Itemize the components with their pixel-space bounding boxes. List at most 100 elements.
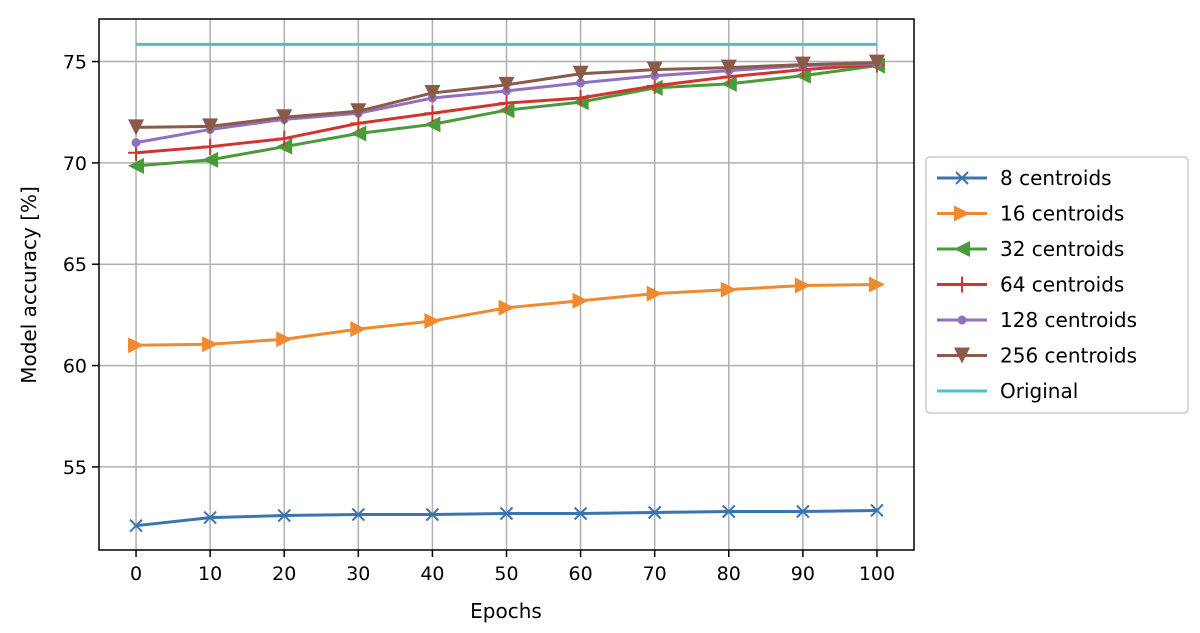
triangle-down-marker bbox=[646, 61, 663, 78]
data-point bbox=[202, 336, 219, 353]
x-tick-label: 100 bbox=[859, 563, 895, 585]
data-point bbox=[868, 276, 885, 293]
series-8-centroids bbox=[129, 503, 884, 533]
data-point bbox=[796, 504, 810, 519]
data-point bbox=[202, 151, 219, 168]
triangle-left-marker bbox=[954, 241, 970, 257]
triangle-down-marker bbox=[202, 118, 219, 135]
plus-marker bbox=[954, 276, 970, 293]
legend-label: 256 centroids bbox=[1000, 344, 1137, 368]
y-axis-label: Model accuracy [%] bbox=[17, 186, 41, 384]
data-point bbox=[424, 105, 441, 122]
x-marker-stroke bbox=[277, 508, 291, 523]
triangle-right-marker bbox=[424, 312, 441, 329]
x-marker bbox=[203, 510, 217, 525]
data-point bbox=[128, 144, 145, 161]
data-point bbox=[720, 281, 737, 298]
data-point bbox=[868, 54, 885, 71]
data-point bbox=[646, 77, 663, 94]
triangle-right-marker bbox=[350, 321, 367, 338]
circle-marker bbox=[576, 78, 586, 88]
data-point bbox=[202, 118, 219, 135]
data-point bbox=[277, 508, 291, 523]
triangle-left-marker bbox=[128, 157, 145, 174]
data-point bbox=[720, 59, 737, 76]
data-point bbox=[276, 138, 293, 155]
x-tick-label: 40 bbox=[420, 563, 444, 585]
legend-label: 8 centroids bbox=[1000, 166, 1112, 190]
circle-marker bbox=[131, 138, 141, 148]
plus-marker bbox=[202, 138, 219, 155]
x-marker bbox=[647, 505, 662, 520]
x-marker-stroke bbox=[647, 505, 662, 520]
x-marker bbox=[796, 504, 810, 519]
legend-item: 16 centroids bbox=[937, 202, 1124, 226]
legend-item: 128 centroids bbox=[937, 308, 1137, 332]
y-tick-label: 60 bbox=[63, 356, 87, 378]
triangle-right-marker bbox=[720, 281, 737, 298]
x-marker bbox=[870, 503, 884, 518]
data-point bbox=[424, 84, 441, 101]
data-point bbox=[498, 299, 515, 316]
series-256-centroids bbox=[128, 54, 885, 136]
x-marker bbox=[722, 504, 736, 519]
plus-marker bbox=[498, 95, 515, 112]
data-point bbox=[573, 506, 588, 521]
legend-item: 64 centroids bbox=[937, 273, 1124, 297]
circle-marker bbox=[957, 315, 967, 325]
data-point bbox=[128, 337, 145, 354]
triangle-right-marker bbox=[646, 285, 663, 302]
triangle-left-marker bbox=[424, 116, 441, 133]
triangle-right-marker bbox=[276, 331, 293, 348]
x-marker bbox=[351, 507, 366, 522]
triangle-down-marker bbox=[572, 65, 589, 82]
triangle-right-marker bbox=[868, 276, 885, 293]
data-point bbox=[128, 157, 145, 174]
triangle-down-marker bbox=[794, 56, 811, 73]
plus-marker bbox=[646, 77, 663, 94]
x-tick-label: 60 bbox=[568, 563, 592, 585]
data-point bbox=[572, 65, 589, 82]
legend-label: 128 centroids bbox=[1000, 308, 1137, 332]
triangle-right-marker bbox=[128, 337, 145, 354]
data-point bbox=[646, 285, 663, 302]
x-marker-stroke bbox=[870, 503, 884, 518]
data-point bbox=[424, 116, 441, 133]
triangle-down-marker bbox=[350, 103, 367, 120]
data-point bbox=[870, 503, 884, 518]
legend-label: Original bbox=[1000, 379, 1078, 403]
x-marker bbox=[129, 518, 143, 533]
x-tick-label: 90 bbox=[791, 563, 815, 585]
data-point bbox=[499, 506, 514, 521]
x-tick-label: 30 bbox=[346, 563, 370, 585]
data-point bbox=[576, 78, 586, 88]
x-marker-stroke bbox=[499, 506, 514, 521]
data-point bbox=[425, 507, 440, 522]
data-point bbox=[498, 95, 515, 112]
legend-frame bbox=[925, 156, 1189, 414]
x-axis-label: Epochs bbox=[470, 599, 542, 623]
ticks: 0 10 20 30 40 50 60 70 80 90 100 55 60 65 70 75 bbox=[63, 52, 895, 585]
legend-item: Original bbox=[937, 379, 1078, 403]
series-group bbox=[128, 42, 885, 533]
y-tick-label: 65 bbox=[63, 254, 87, 276]
x-tick-label: 0 bbox=[130, 563, 142, 585]
triangle-left-marker bbox=[202, 151, 219, 168]
x-marker bbox=[573, 506, 588, 521]
y-tick-label: 70 bbox=[63, 153, 87, 175]
data-point bbox=[794, 56, 811, 73]
triangle-right-marker bbox=[202, 336, 219, 353]
x-marker-stroke bbox=[129, 518, 143, 533]
triangle-right-marker bbox=[794, 277, 811, 294]
legend-item: 256 centroids bbox=[937, 344, 1137, 368]
plus-marker bbox=[424, 105, 441, 122]
x-marker-stroke bbox=[425, 507, 440, 522]
legend-item: 32 centroids bbox=[937, 237, 1124, 261]
x-tick-label: 70 bbox=[643, 563, 667, 585]
data-point bbox=[722, 504, 736, 519]
data-point bbox=[131, 138, 141, 148]
legend-label: 64 centroids bbox=[1000, 273, 1124, 297]
data-point bbox=[202, 138, 219, 155]
x-marker bbox=[277, 508, 291, 523]
x-marker bbox=[425, 507, 440, 522]
